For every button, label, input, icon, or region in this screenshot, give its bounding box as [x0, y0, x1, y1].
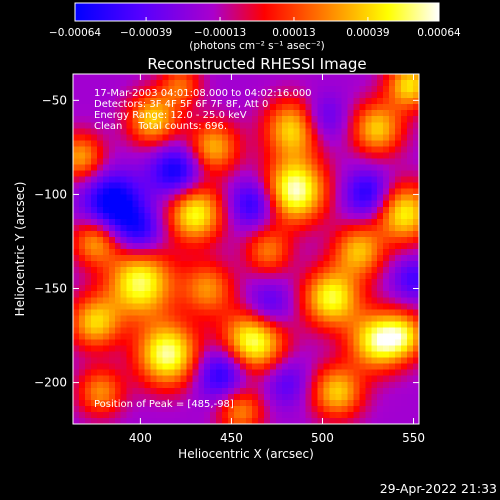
heatmap-image — [73, 74, 419, 424]
x-axis-label: Heliocentric X (arcsec) — [178, 447, 314, 461]
colorbar-unit-label: (photons cm⁻² s⁻¹ asec⁻²) — [189, 40, 324, 52]
y-axis-label: Heliocentric Y (arcsec) — [13, 182, 27, 317]
y-tick-label: −50 — [42, 93, 67, 107]
colorbar-ticks: −0.00064 −0.00039 −0.00013 0.00013 0.00039 0.… — [49, 17, 461, 39]
colorbar-tick-label: −0.00064 — [49, 27, 102, 39]
x-tick-label: 400 — [129, 431, 152, 445]
chart-title: Reconstructed RHESSI Image — [147, 55, 366, 73]
y-tick-label: −150 — [34, 282, 67, 296]
colorbar-tick-label: −0.00039 — [120, 27, 172, 39]
plot-frame — [72, 73, 420, 425]
y-tick-label: −100 — [34, 187, 67, 201]
peak-position-label: Position of Peak = [485,-98] — [94, 399, 234, 410]
render-timestamp: 29-Apr-2022 21:33 — [380, 481, 497, 496]
y-axis-ticks: −50 −100 −150 −200 — [34, 93, 419, 390]
colorbar-tick-label: 0.00013 — [272, 27, 315, 39]
colorbar-tick-label: −0.00013 — [194, 27, 246, 39]
colorbar: −0.00064 −0.00039 −0.00013 0.00013 0.00039 0.… — [49, 2, 461, 52]
annotation-block: 17-Mar-2003 04:01:08.000 to 04:02:16.000… — [94, 88, 312, 132]
x-tick-label: 450 — [220, 431, 243, 445]
x-tick-label: 500 — [311, 431, 334, 445]
annotation-energy-range: Energy Range: 12.0 - 25.0 keV — [94, 110, 247, 121]
heatmap-area: 400 450 500 550 −50 −100 −150 −200 — [34, 73, 425, 445]
annotation-clean-counts: Clean Total counts: 696. — [94, 121, 227, 132]
annotation-detectors: Detectors: 3F 4F 5F 6F 7F 8F, Att 0 — [94, 99, 268, 110]
x-axis-ticks: 400 450 500 550 — [129, 74, 425, 445]
colorbar-tick-label: 0.00064 — [417, 27, 461, 39]
x-tick-label: 550 — [402, 431, 425, 445]
annotation-time-range: 17-Mar-2003 04:01:08.000 to 04:02:16.000 — [94, 88, 312, 99]
y-tick-label: −200 — [34, 376, 67, 390]
colorbar-scale — [74, 2, 440, 22]
colorbar-tick-label: 0.00039 — [346, 27, 389, 39]
